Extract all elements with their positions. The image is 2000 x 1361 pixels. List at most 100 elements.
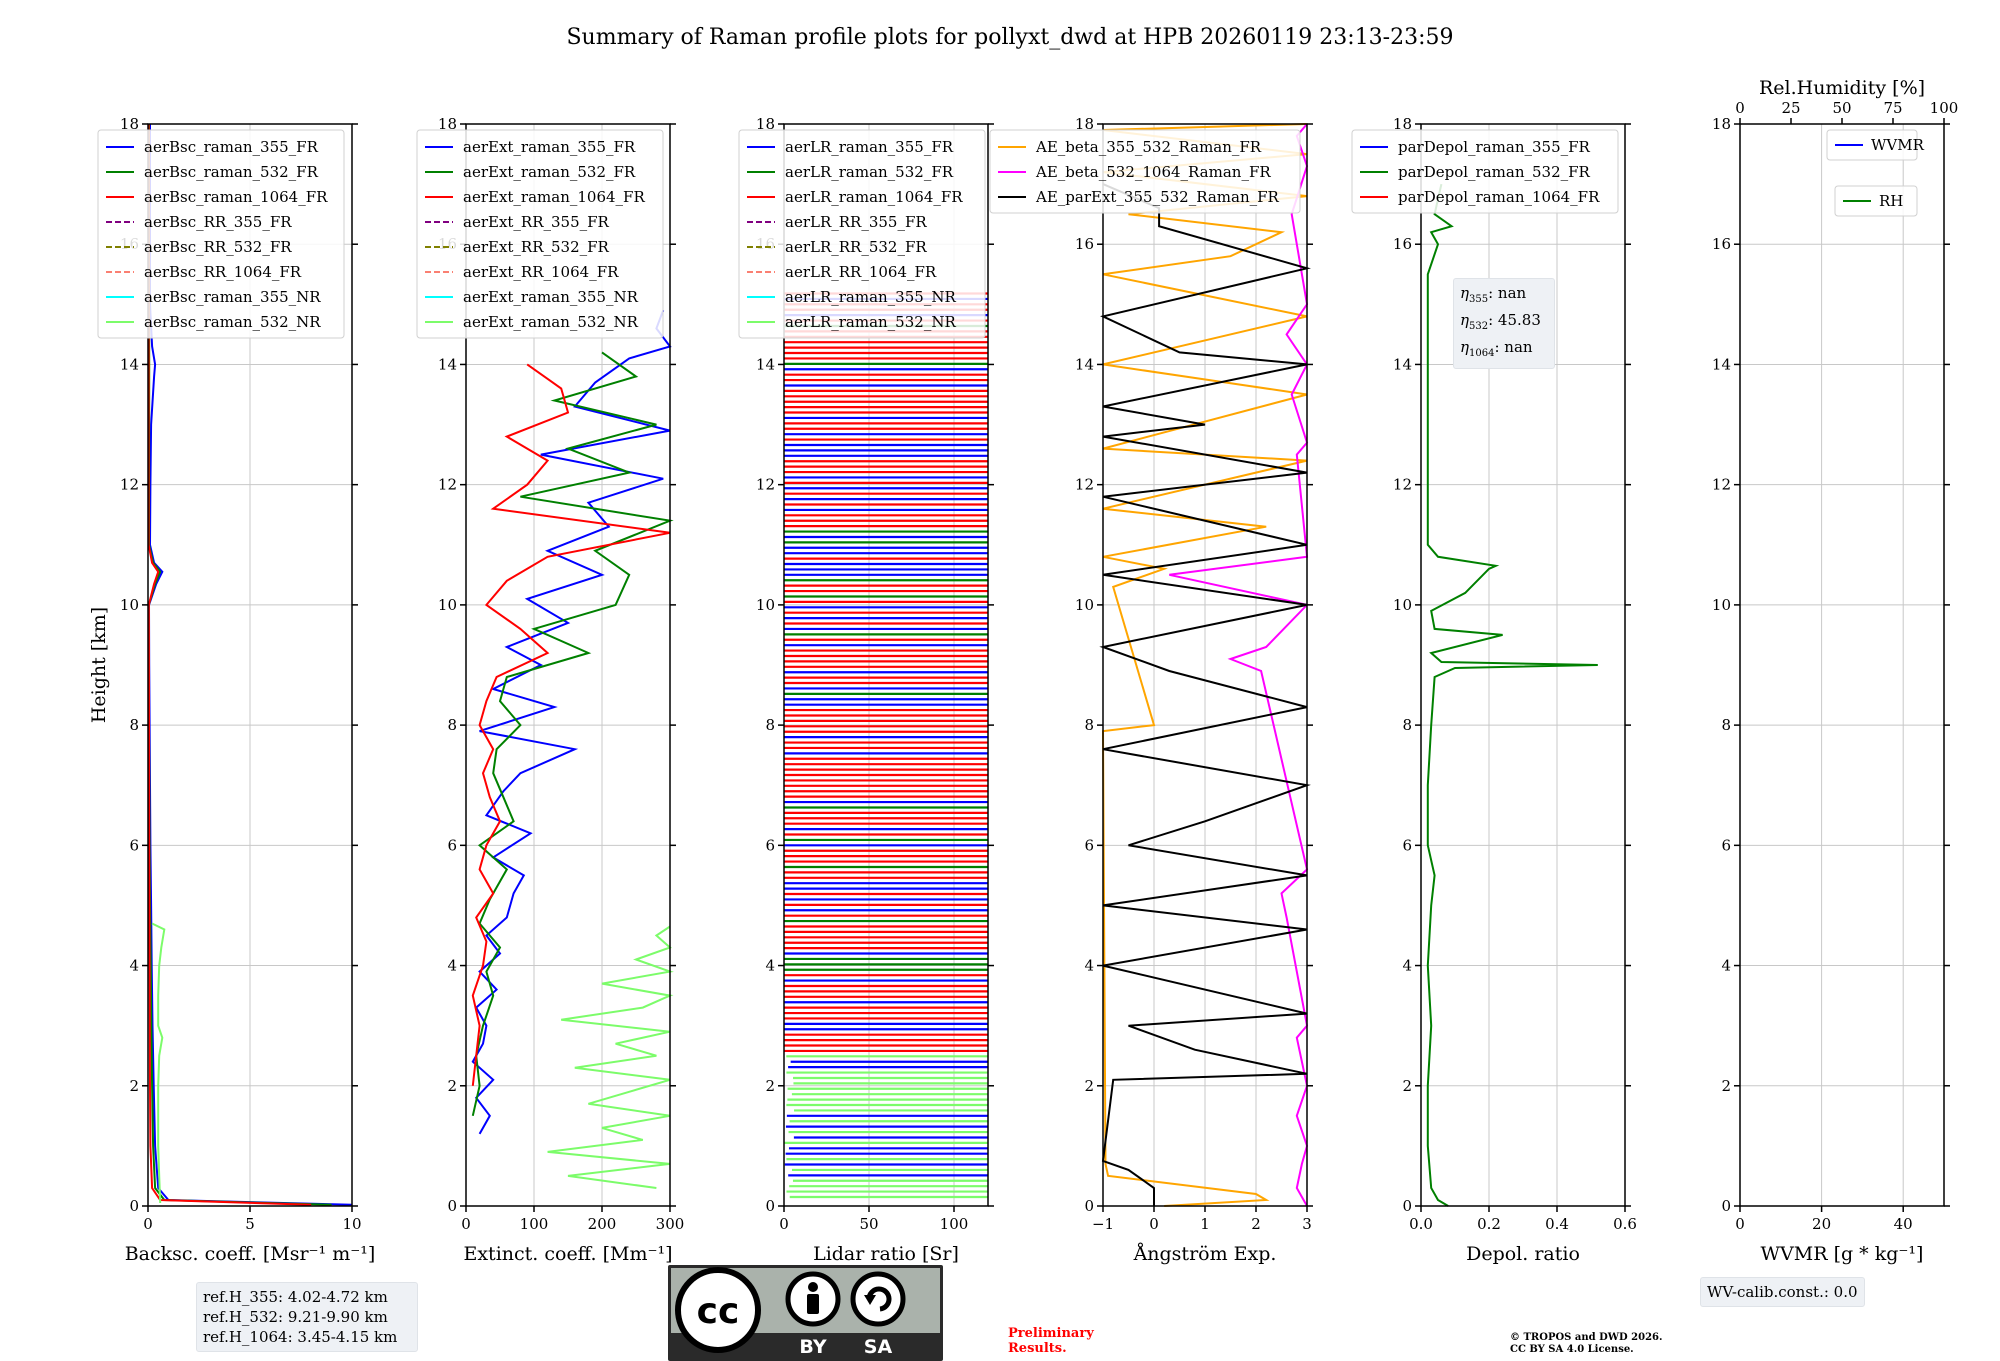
legend-WVMR: WVMR xyxy=(1826,129,1925,161)
legend-box xyxy=(1826,129,1918,161)
y-tick-label: 0 xyxy=(765,1197,775,1215)
y-tick-label: 0 xyxy=(1402,1197,1412,1215)
legend-label: AE_parExt_355_532_Raman_FR xyxy=(1035,188,1280,206)
by-icon xyxy=(785,1271,841,1327)
legend-label: AE_beta_355_532_Raman_FR xyxy=(1035,138,1262,156)
x2-tick-label: 100 xyxy=(1930,99,1959,117)
legend: aerExt_raman_355_FR aerExt_raman_532_FRae… xyxy=(416,129,664,339)
y-tick-label: 0 xyxy=(1721,1197,1731,1215)
legend-label: aerExt_raman_532_FR xyxy=(463,163,636,181)
y-tick-label: 18 xyxy=(1075,115,1094,133)
y-tick-label: 18 xyxy=(1393,115,1412,133)
eta-annotation-box: η355: nan η532: 45.83 η1064: nan xyxy=(1453,278,1555,369)
y-tick-label: 14 xyxy=(438,355,457,373)
legend-label: aerBsc_raman_1064_FR xyxy=(144,188,328,206)
y-tick-label: 12 xyxy=(120,476,139,494)
x-tick-label: 10 xyxy=(342,1215,361,1233)
legend-label: aerBsc_RR_1064_FR xyxy=(144,263,302,281)
x-tick-label: 40 xyxy=(1894,1215,1913,1233)
copyright-line-2: CC BY SA 4.0 License. xyxy=(1510,1344,1634,1355)
eta355-line: η355: nan xyxy=(1460,284,1527,305)
x-axis-label: Lidar ratio [Sr] xyxy=(813,1243,959,1265)
y-tick-label: 14 xyxy=(120,355,139,373)
y-tick-label: 4 xyxy=(1084,957,1094,975)
y-tick-label: 4 xyxy=(447,957,457,975)
copyright-line-1: © TROPOS and DWD 2026. xyxy=(1510,1332,1663,1343)
y-tick-label: 6 xyxy=(129,836,139,854)
x-tick-label: 0.6 xyxy=(1613,1215,1637,1233)
y-tick-label: 12 xyxy=(1075,476,1094,494)
x2-tick-label: 25 xyxy=(1781,99,1800,117)
y-tick-label: 14 xyxy=(1712,355,1731,373)
x-tick-label: −1 xyxy=(1092,1215,1114,1233)
x-tick-label: 0 xyxy=(1149,1215,1159,1233)
legend-label: aerBsc_RR_355_FR xyxy=(144,213,292,231)
x2-tick-label: 50 xyxy=(1832,99,1851,117)
lidar-ratio-segments xyxy=(784,292,988,1199)
legend-label: RH xyxy=(1879,192,1903,210)
series-line-parDepol_raman_532_FR xyxy=(1426,183,1598,1207)
legend-box xyxy=(97,129,345,339)
y-tick-label: 2 xyxy=(129,1077,139,1095)
series-line-AE_beta_532_1064_Raman_FR xyxy=(1169,123,1309,1207)
legend: AE_beta_355_532_Raman_FR AE_beta_532_1064… xyxy=(989,129,1301,214)
panel-backscatter: 0246810121416180510Backsc. coeff. [Msr⁻¹… xyxy=(88,115,375,1265)
y-tick-label: 18 xyxy=(438,115,457,133)
y-tick-label: 14 xyxy=(756,355,775,373)
y-tick-label: 2 xyxy=(447,1077,457,1095)
preliminary-line-1: Preliminary xyxy=(1008,1326,1094,1341)
copyright-note: © TROPOS and DWD 2026. CC BY SA 4.0 Lice… xyxy=(1510,1332,1662,1356)
x2-tick-label: 0 xyxy=(1735,99,1745,117)
y-tick-label: 10 xyxy=(1712,596,1731,614)
legend-label: aerLR_RR_355_FR xyxy=(785,213,927,231)
y-tick-label: 4 xyxy=(1402,957,1412,975)
x-tick-label: 2 xyxy=(1251,1215,1261,1233)
y-tick-label: 10 xyxy=(1393,596,1412,614)
x-tick-label: 0 xyxy=(461,1215,471,1233)
y-tick-label: 16 xyxy=(1712,235,1731,253)
ref-height-532: ref.H_532: 9.21-9.90 km xyxy=(203,1308,388,1326)
legend-label: aerBsc_raman_532_FR xyxy=(144,163,319,181)
x2-tick-label: 75 xyxy=(1883,99,1902,117)
y-tick-label: 2 xyxy=(1721,1077,1731,1095)
x2-axis-label: Rel.Humidity [%] xyxy=(1759,77,1925,99)
ref-height-1064: ref.H_1064: 3.45-4.15 km xyxy=(203,1328,398,1346)
x-axis-label: Ångström Exp. xyxy=(1133,1243,1277,1265)
y-tick-label: 10 xyxy=(438,596,457,614)
y-tick-label: 6 xyxy=(447,836,457,854)
y-tick-label: 6 xyxy=(765,836,775,854)
legend-label: aerExt_RR_355_FR xyxy=(463,213,610,231)
x-tick-label: 5 xyxy=(245,1215,255,1233)
y-tick-label: 8 xyxy=(1721,716,1731,734)
legend-label: WVMR xyxy=(1871,136,1925,154)
series-line-aerExt_raman_1064_FR xyxy=(471,363,671,1086)
preliminary-note: Preliminary Results. xyxy=(1008,1326,1094,1356)
badge-by-label: BY xyxy=(799,1336,826,1358)
y-tick-label: 4 xyxy=(765,957,775,975)
y-tick-label: 4 xyxy=(1721,957,1731,975)
axes-frame xyxy=(1739,123,1945,1207)
y-tick-label: 12 xyxy=(1393,476,1412,494)
legend-label: parDepol_raman_532_FR xyxy=(1398,163,1591,181)
y-tick-label: 0 xyxy=(1084,1197,1094,1215)
legend-box xyxy=(738,129,986,339)
eta355-value: nan xyxy=(1497,284,1527,302)
x-axis-label: Depol. ratio xyxy=(1466,1243,1580,1265)
y-tick-label: 8 xyxy=(447,716,457,734)
legend-label: aerBsc_raman_532_NR xyxy=(144,313,321,331)
y-tick-label: 12 xyxy=(438,476,457,494)
legend-label: aerLR_RR_1064_FR xyxy=(785,263,937,281)
legend-label: AE_beta_532_1064_Raman_FR xyxy=(1035,163,1271,181)
legend-label: aerBsc_raman_355_FR xyxy=(144,138,319,156)
wv-calib-box: WV-calib.const.: 0.0 xyxy=(1700,1277,1865,1307)
axes-frame xyxy=(465,123,671,1207)
y-tick-label: 14 xyxy=(1393,355,1412,373)
x-tick-label: 50 xyxy=(859,1215,878,1233)
y-tick-label: 4 xyxy=(129,957,139,975)
y-axis-label: Height [km] xyxy=(88,607,110,723)
eta532-value: 45.83 xyxy=(1497,311,1541,329)
series-line-aerExt_raman_532_NR xyxy=(547,925,674,1189)
legend-label: aerBsc_RR_532_FR xyxy=(144,238,292,256)
x-tick-label: 0.2 xyxy=(1477,1215,1501,1233)
